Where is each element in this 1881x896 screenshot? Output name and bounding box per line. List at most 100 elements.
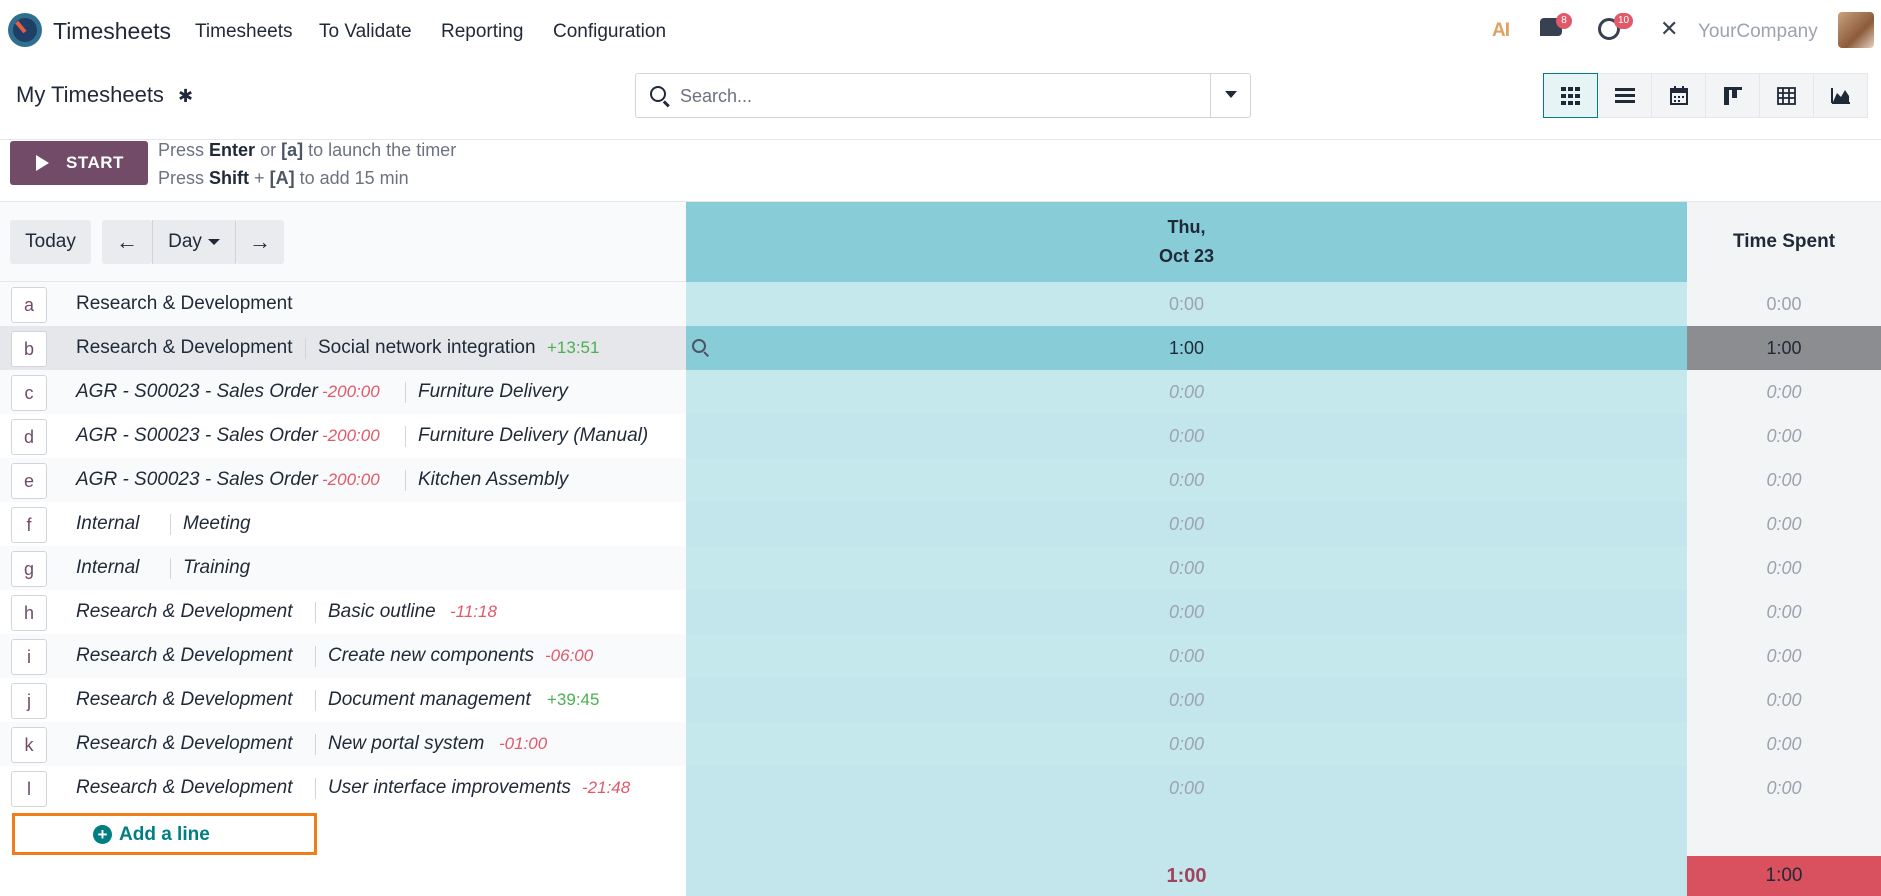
row-key[interactable]: a (11, 287, 47, 323)
timer-hint-2: Press Shift + [A] to add 15 min (158, 168, 409, 188)
search-options-toggle[interactable] (1210, 74, 1250, 117)
row-key[interactable]: b (11, 331, 47, 367)
gear-icon[interactable]: ✱ (178, 86, 194, 106)
hours-cell[interactable]: 0:00 (686, 458, 1687, 502)
user-avatar[interactable] (1838, 12, 1874, 48)
task-label: Training (183, 557, 251, 578)
table-row: a Research & Development 0:00 0:00 (0, 282, 1881, 326)
task-label: Social network integration (318, 337, 536, 358)
row-total: 0:00 (1687, 634, 1881, 678)
row-total: 0:00 (1687, 766, 1881, 810)
grid-navigation: Today ← Day → (0, 202, 686, 282)
list-icon (1614, 87, 1635, 103)
row-total: 0:00 (1687, 502, 1881, 546)
chat-badge: 8 (1556, 13, 1572, 29)
row-key[interactable]: l (11, 771, 47, 807)
project-remaining-hours: -200:00 (322, 470, 380, 489)
hours-cell[interactable]: 1:00 (686, 326, 1687, 370)
today-button[interactable]: Today (10, 220, 91, 264)
task-label: Kitchen Assembly (418, 469, 569, 490)
hours-cell[interactable]: 0:00 (686, 678, 1687, 722)
row-total: 0:00 (1687, 414, 1881, 458)
app-name[interactable]: Timesheets (53, 18, 172, 44)
remaining-hours: -11:18 (450, 602, 497, 621)
hours-cell[interactable]: 0:00 (686, 414, 1687, 458)
pivot-icon (1777, 86, 1796, 105)
project-label: Internal (76, 513, 140, 534)
row-key[interactable]: k (11, 727, 47, 763)
grid-view-button[interactable] (1543, 73, 1598, 118)
hours-cell[interactable]: 0:00 (686, 282, 1687, 326)
project-label: Research & Development (76, 689, 293, 710)
row-key[interactable]: h (11, 595, 47, 631)
table-row: d AGR - S00023 - Sales Order -200:00 Fur… (0, 414, 1881, 458)
menu-configuration[interactable]: Configuration (553, 21, 667, 42)
view-switcher (1543, 73, 1868, 118)
search-icon (650, 86, 666, 102)
company-switcher[interactable]: YourCompany (1698, 21, 1818, 42)
hours-cell[interactable]: 0:00 (686, 722, 1687, 766)
hours-cell[interactable]: 0:00 (686, 634, 1687, 678)
row-key[interactable]: d (11, 419, 47, 455)
debug-tools-icon[interactable]: ✕ (1660, 16, 1679, 41)
timer-bar: START Press Enter or [a] to launch the t… (0, 140, 1881, 202)
search-bar (635, 73, 1251, 118)
hours-cell[interactable]: 0:00 (686, 590, 1687, 634)
grand-total: 1:00 (1687, 856, 1881, 896)
start-label: START (66, 153, 124, 172)
task-label: Furniture Delivery (Manual) (418, 425, 649, 446)
add-line-button[interactable]: + Add a line (12, 813, 317, 855)
project-label: AGR - S00023 - Sales Order (76, 381, 318, 402)
menu-reporting[interactable]: Reporting (441, 21, 524, 42)
search-icon[interactable] (692, 339, 706, 353)
hours-cell[interactable]: 0:00 (686, 370, 1687, 414)
menu-to-validate[interactable]: To Validate (319, 21, 412, 42)
row-key[interactable]: i (11, 639, 47, 675)
remaining-hours: -21:48 (582, 778, 631, 797)
row-key[interactable]: g (11, 551, 47, 587)
project-label: Research & Development (76, 645, 293, 666)
row-key[interactable]: c (11, 375, 47, 411)
remaining-hours: +39:45 (547, 690, 600, 709)
top-navbar: Timesheets Timesheets To Validate Report… (0, 0, 1881, 62)
kanban-view-button[interactable] (1705, 73, 1760, 118)
row-key[interactable]: e (11, 463, 47, 499)
activity-badge: 10 (1614, 13, 1634, 29)
project-label: Research & Development (76, 733, 293, 754)
graph-icon (1830, 88, 1850, 104)
menu-timesheets[interactable]: Timesheets (195, 21, 293, 42)
activity-clock-icon[interactable] (1598, 18, 1620, 40)
hours-cell[interactable]: 0:00 (686, 766, 1687, 810)
list-view-button[interactable] (1597, 73, 1652, 118)
project-label: AGR - S00023 - Sales Order (76, 469, 318, 490)
project-label: Research & Development (76, 337, 293, 358)
hours-cell[interactable]: 0:00 (686, 502, 1687, 546)
next-button[interactable]: → (236, 220, 284, 264)
table-row: e AGR - S00023 - Sales Order -200:00 Kit… (0, 458, 1881, 502)
day-column-header: Thu, Oct 23 (686, 202, 1687, 282)
task-label: Document management (328, 689, 531, 710)
pivot-view-button[interactable] (1759, 73, 1814, 118)
previous-button[interactable]: ← (102, 220, 152, 264)
row-key[interactable]: f (11, 507, 47, 543)
start-timer-button[interactable]: START (10, 141, 148, 185)
play-icon (36, 155, 49, 171)
table-row: h Research & Development Basic outline -… (0, 590, 1881, 634)
graph-view-button[interactable] (1813, 73, 1868, 118)
ai-icon[interactable]: AI (1492, 20, 1510, 41)
row-key[interactable]: j (11, 683, 47, 719)
time-spent-header: Time Spent (1687, 202, 1881, 282)
caret-down-icon (1225, 91, 1237, 98)
task-label: Meeting (183, 513, 251, 534)
row-total: 0:00 (1687, 282, 1881, 326)
range-dropdown[interactable]: Day (152, 220, 236, 264)
table-row: c AGR - S00023 - Sales Order -200:00 Fur… (0, 370, 1881, 414)
timesheets-app-icon[interactable] (8, 13, 42, 47)
hours-cell[interactable]: 0:00 (686, 546, 1687, 590)
search-input[interactable] (680, 84, 1180, 108)
task-label: User interface improvements (328, 777, 571, 798)
calendar-view-button[interactable] (1651, 73, 1706, 118)
remaining-hours: +13:51 (547, 338, 600, 357)
grid-icon (1560, 86, 1580, 105)
row-total: 1:00 (1687, 326, 1881, 370)
